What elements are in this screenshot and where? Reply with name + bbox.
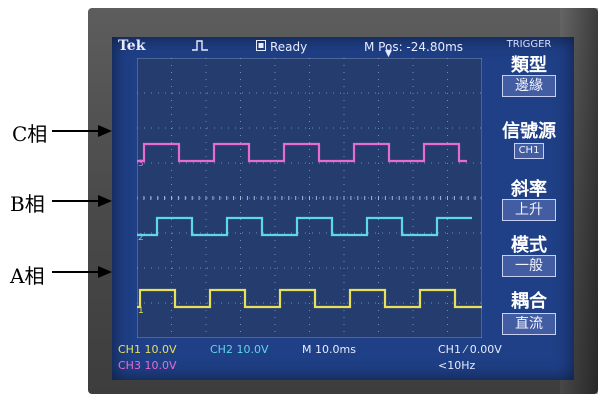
- c-phase-label: C相: [12, 122, 48, 146]
- menu-source-value[interactable]: CH1: [514, 143, 544, 159]
- channel-1-marker: 1: [138, 306, 144, 316]
- a-phase-arrow-icon: [52, 266, 112, 278]
- menu-slope-value[interactable]: 上升: [502, 199, 556, 221]
- menu-mode-title[interactable]: 模式: [511, 235, 547, 256]
- brand-logo: Tek: [118, 38, 146, 54]
- trigger-menu-header: TRIGGER: [506, 39, 552, 50]
- run-state: Ready: [270, 40, 308, 54]
- frequency-readout: <10Hz: [438, 359, 476, 372]
- menu-mode-value[interactable]: 一般: [502, 255, 556, 277]
- menu-coupling-value[interactable]: 直流: [502, 313, 556, 335]
- trigger-position-marker-icon: ▼: [385, 49, 392, 59]
- ch1-scale: CH1 10.0V: [118, 343, 177, 356]
- oscilloscope-screen: Tek Ready M Pos: -24.80ms ▼ 3 2 1 TRIGGE…: [112, 37, 574, 380]
- ready-indicator-icon: [256, 40, 266, 54]
- menu-coupling-title[interactable]: 耦合: [511, 291, 547, 312]
- c-phase-waveform: [137, 142, 467, 163]
- a-phase-waveform: [137, 288, 482, 309]
- c-phase-arrow-icon: [52, 125, 112, 137]
- menu-slope-title[interactable]: 斜率: [511, 179, 547, 200]
- channel-2-marker: 2: [138, 233, 144, 243]
- menu-source-title[interactable]: 信號源: [502, 121, 556, 142]
- waveform-plot: [137, 58, 482, 338]
- trigger-info: CH1 ⁄ 0.00V: [438, 343, 502, 356]
- trigger-menu: TRIGGER 類型 邊緣 信號源 CH1 斜率 上升 模式 一般 耦合 直流: [484, 37, 574, 380]
- timebase: M 10.0ms: [302, 343, 356, 356]
- status-bar: Tek Ready M Pos: -24.80ms ▼: [112, 37, 574, 59]
- b-phase-waveform: [137, 216, 472, 237]
- trigger-pulse-icon: [192, 39, 208, 54]
- menu-type-value[interactable]: 邊緣: [502, 75, 556, 97]
- menu-type-title[interactable]: 類型: [511, 55, 547, 76]
- ch2-scale: CH2 10.0V: [210, 343, 269, 356]
- a-phase-label: A相: [10, 264, 45, 288]
- waveform-graticule: [137, 58, 482, 338]
- b-phase-label: B相: [10, 192, 45, 216]
- m-pos-readout: M Pos: -24.80ms: [364, 40, 464, 54]
- b-phase-arrow-icon: [52, 195, 112, 207]
- ch3-scale: CH3 10.0V: [118, 359, 177, 372]
- channel-3-marker: 3: [138, 159, 144, 169]
